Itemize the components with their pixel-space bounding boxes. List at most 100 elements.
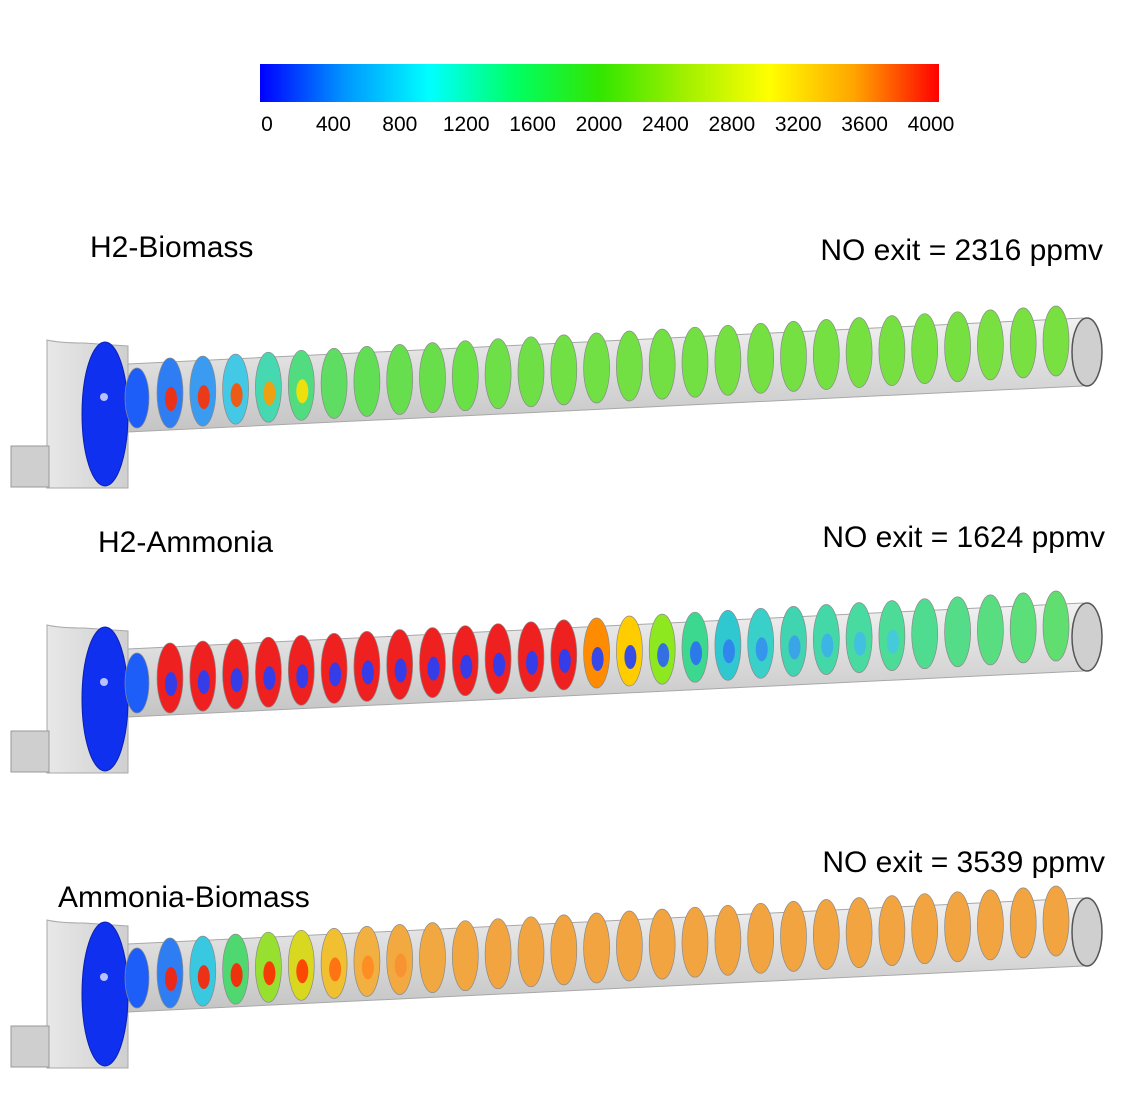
no-contour-slice xyxy=(484,338,512,410)
colorbar: 0 400 800 1200 1600 2000 2400 2800 3200 3600 4000 xyxy=(260,64,954,136)
case-title-h2-ammonia: H2-Ammonia xyxy=(98,526,274,559)
no-contour-slice xyxy=(616,910,643,982)
no-contour-slice xyxy=(419,922,446,993)
case-panel xyxy=(10,305,1103,489)
no-hotspot xyxy=(329,957,342,982)
no-contour-slice xyxy=(451,340,479,412)
exit-face xyxy=(1071,897,1103,967)
no-contour-slice-inlet xyxy=(124,947,150,1009)
no-contour-slice xyxy=(714,324,742,396)
no-contour-slice xyxy=(517,916,545,988)
no-contour-slice xyxy=(747,322,775,394)
no-hotspot xyxy=(361,955,374,980)
no-contour-slice xyxy=(1042,885,1070,957)
colorbar-tick: 1600 xyxy=(509,113,556,136)
no-hotspot xyxy=(624,645,637,669)
no-hotspot xyxy=(197,965,210,990)
no-hotspot xyxy=(690,641,702,666)
no-hotspot xyxy=(263,666,276,691)
colorbar-tick: 800 xyxy=(382,113,417,136)
no-contour-slice xyxy=(845,317,873,388)
no-contour-slice xyxy=(878,315,906,386)
no-contour-slice xyxy=(1009,592,1037,664)
no-contour-slice xyxy=(681,326,709,398)
no-hotspot xyxy=(165,967,177,991)
no-contour-slice xyxy=(1009,307,1037,379)
no-exit-label-h2-ammonia: NO exit = 1624 ppmv xyxy=(822,521,1105,554)
no-contour-slice xyxy=(977,594,1004,666)
no-contour-slice xyxy=(1042,590,1070,662)
no-hotspot xyxy=(165,387,177,411)
no-hotspot xyxy=(821,633,834,658)
no-hotspot xyxy=(263,381,276,406)
no-hotspot xyxy=(788,635,801,660)
no-exit-label-ammonia-biomass: NO exit = 3539 ppmv xyxy=(822,846,1105,879)
no-contour-slice xyxy=(944,311,971,383)
case-panel xyxy=(10,885,1103,1069)
no-contour-slice xyxy=(386,344,414,415)
no-contour-slice xyxy=(911,893,939,965)
no-contour-slice xyxy=(812,899,840,970)
colorbar-tick: 2400 xyxy=(642,113,689,136)
no-contour-slice xyxy=(944,891,971,963)
colorbar-tick: 400 xyxy=(316,113,351,136)
case-panels xyxy=(10,305,1103,1069)
case-title-h2-biomass: H2-Biomass xyxy=(90,231,254,264)
no-contour-slice xyxy=(451,920,479,992)
no-hotspot xyxy=(394,953,407,978)
no-hotspot xyxy=(230,963,243,988)
no-contour-slice xyxy=(681,906,709,978)
no-hotspot xyxy=(427,656,440,681)
inlet-port xyxy=(10,445,50,488)
fuel-nozzle xyxy=(100,973,108,981)
no-contour-slice xyxy=(911,313,939,385)
no-contour-slice xyxy=(780,901,807,972)
no-contour-slice xyxy=(977,309,1004,381)
no-hotspot xyxy=(755,637,768,662)
exit-face xyxy=(1071,317,1103,387)
fuel-nozzle xyxy=(100,678,108,686)
fuel-nozzle xyxy=(100,393,108,401)
no-contour-slice xyxy=(484,918,512,990)
inlet-disk xyxy=(81,626,129,772)
no-hotspot xyxy=(886,629,899,654)
no-hotspot xyxy=(329,662,342,687)
no-contour-slice xyxy=(353,346,381,417)
inlet-port xyxy=(10,1025,50,1068)
no-contour-slice xyxy=(878,895,906,966)
no-contour-slice xyxy=(419,342,446,413)
inlet-disk xyxy=(81,341,129,487)
exit-face xyxy=(1071,602,1103,672)
colorbar-tick: 2800 xyxy=(708,113,755,136)
colorbar-tick: 4000 xyxy=(908,113,955,136)
no-contour-slice xyxy=(550,334,578,406)
no-contour-slice xyxy=(944,596,971,668)
no-hotspot xyxy=(657,643,670,668)
no-hotspot xyxy=(230,668,243,693)
colorbar-tick: 3600 xyxy=(841,113,888,136)
no-contour-slice xyxy=(780,321,807,392)
no-contour-slice xyxy=(812,319,840,390)
no-contour-slice xyxy=(977,889,1004,961)
no-contour-slice xyxy=(616,330,643,402)
no-hotspot xyxy=(296,379,309,404)
no-contour-slice xyxy=(648,908,676,980)
no-contour-slice-inlet xyxy=(124,652,150,714)
no-hotspot xyxy=(854,631,867,656)
no-hotspot xyxy=(526,650,538,675)
no-exit-label-h2-biomass: NO exit = 2316 ppmv xyxy=(820,234,1103,267)
colorbar-tick-labels: 0 400 800 1200 1600 2000 2400 2800 3200 3600 4000 xyxy=(261,113,954,136)
no-hotspot xyxy=(296,664,309,689)
inlet-disk xyxy=(81,921,129,1067)
no-contour-slice xyxy=(550,914,578,986)
no-hotspot xyxy=(263,961,276,986)
no-hotspot xyxy=(197,670,210,695)
no-hotspot xyxy=(361,660,374,685)
no-contour-slice xyxy=(911,598,939,670)
no-hotspot xyxy=(493,652,506,677)
no-hotspot xyxy=(197,385,210,410)
no-contour-slice xyxy=(747,902,775,974)
no-contour-slice xyxy=(320,348,348,419)
no-hotspot xyxy=(591,647,604,671)
